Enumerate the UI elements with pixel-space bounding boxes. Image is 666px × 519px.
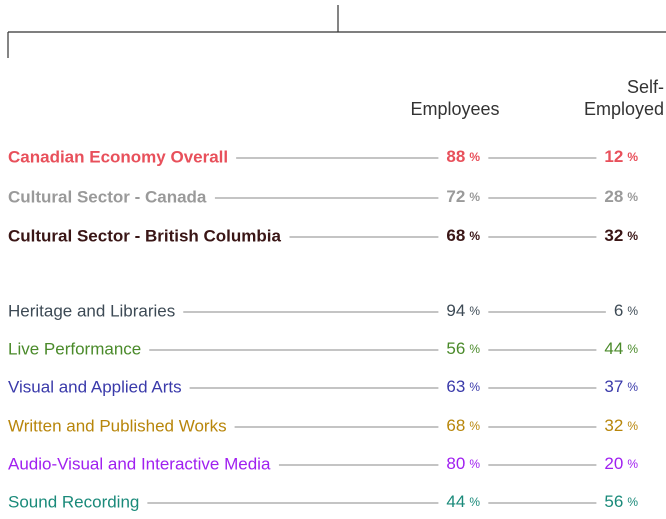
self-employed-value: 56% [604, 492, 638, 511]
self-employed-value: 32% [604, 416, 638, 435]
self-employed-value-number: 56 [604, 492, 623, 511]
row-label: Sound Recording [8, 492, 139, 511]
employees-value-number: 56 [446, 339, 465, 358]
self-employed-value-number: 32 [604, 226, 623, 245]
self-employed-value: 20% [604, 454, 638, 473]
employees-value: 80% [446, 454, 480, 473]
unit: % [469, 304, 480, 318]
unit: % [469, 150, 480, 164]
self-employed-header: Employed [584, 99, 664, 119]
employees-value-number: 72 [446, 187, 465, 206]
employees-value: 88% [446, 147, 480, 166]
employees-value-number: 80 [446, 454, 465, 473]
employees-value: 68% [446, 226, 480, 245]
self-employed-value-number: 32 [604, 416, 623, 435]
employees-value: 56% [446, 339, 480, 358]
unit: % [627, 150, 638, 164]
row-label: Cultural Sector - British Columbia [8, 226, 282, 245]
self-employed-header: Self- [627, 77, 664, 97]
self-employed-value: 44% [604, 339, 638, 358]
employees-value-number: 63 [446, 377, 465, 396]
employees-value: 63% [446, 377, 480, 396]
row-label: Canadian Economy Overall [8, 147, 228, 166]
employees-value: 72% [446, 187, 480, 206]
employees-value: 68% [446, 416, 480, 435]
employees-value-number: 94 [446, 301, 465, 320]
unit: % [469, 229, 480, 243]
employees-value: 94% [446, 301, 480, 320]
row-label: Live Performance [8, 339, 141, 358]
employees-header: Employees [410, 99, 499, 119]
unit: % [469, 495, 480, 509]
employees-value-number: 44 [446, 492, 465, 511]
employees-value-number: 68 [446, 226, 465, 245]
self-employed-value-number: 12 [604, 147, 623, 166]
self-employed-value: 37% [604, 377, 638, 396]
unit: % [469, 380, 480, 394]
self-employed-value-number: 37 [604, 377, 623, 396]
row-label: Written and Published Works [8, 416, 227, 435]
unit: % [627, 380, 638, 394]
row-label: Heritage and Libraries [8, 301, 175, 320]
row-label: Audio-Visual and Interactive Media [8, 454, 271, 473]
self-employed-value-number: 6 [614, 301, 623, 320]
self-employed-value-number: 20 [604, 454, 623, 473]
unit: % [627, 229, 638, 243]
unit: % [627, 342, 638, 356]
employees-value-number: 68 [446, 416, 465, 435]
unit: % [469, 457, 480, 471]
unit: % [469, 342, 480, 356]
self-employed-value: 12% [604, 147, 638, 166]
unit: % [627, 304, 638, 318]
unit: % [469, 190, 480, 204]
unit: % [469, 419, 480, 433]
self-employed-value: 28% [604, 187, 638, 206]
self-employed-value-number: 44 [604, 339, 623, 358]
unit: % [627, 457, 638, 471]
row-label: Visual and Applied Arts [8, 377, 182, 396]
unit: % [627, 495, 638, 509]
employees-value: 44% [446, 492, 480, 511]
self-employed-value: 6% [614, 301, 638, 320]
employees-value-number: 88 [446, 147, 465, 166]
self-employed-value: 32% [604, 226, 638, 245]
row-label: Cultural Sector - Canada [8, 187, 207, 206]
unit: % [627, 190, 638, 204]
self-employed-value-number: 28 [604, 187, 623, 206]
unit: % [627, 419, 638, 433]
